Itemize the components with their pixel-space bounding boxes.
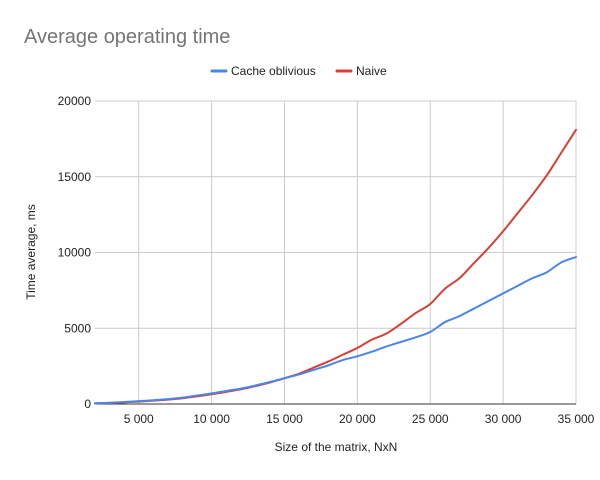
legend-label-cache-oblivious: Cache oblivious <box>231 64 316 78</box>
y-tick-label: 20000 <box>58 94 92 108</box>
tick-labels: 0 5000 10000 15000 20000 5 000 10 000 15 000 20 … <box>58 94 595 426</box>
x-tick-label: 5 000 <box>124 412 154 426</box>
chart-title: Average operating time <box>24 26 230 48</box>
gridlines <box>95 100 577 405</box>
y-tick-label: 10000 <box>58 246 92 260</box>
series-lines <box>94 128 577 405</box>
x-tick-label: 15 000 <box>266 412 303 426</box>
y-tick-label: 5000 <box>64 321 91 335</box>
x-tick-label: 20 000 <box>339 412 376 426</box>
y-axis-label: Time average, ms <box>24 204 38 300</box>
legend: Cache oblivious Naive <box>210 64 387 78</box>
x-tick-label: 10 000 <box>193 412 230 426</box>
x-tick-label: 35 000 <box>558 412 595 426</box>
x-axis-label: Size of the matrix, NxN <box>275 440 398 454</box>
x-tick-label: 30 000 <box>485 412 522 426</box>
x-tick-label: 25 000 <box>412 412 449 426</box>
legend-label-naive: Naive <box>356 64 387 78</box>
series-line-cache-oblivious <box>94 256 577 405</box>
y-tick-label: 15000 <box>58 170 92 184</box>
y-tick-label: 0 <box>84 397 91 411</box>
